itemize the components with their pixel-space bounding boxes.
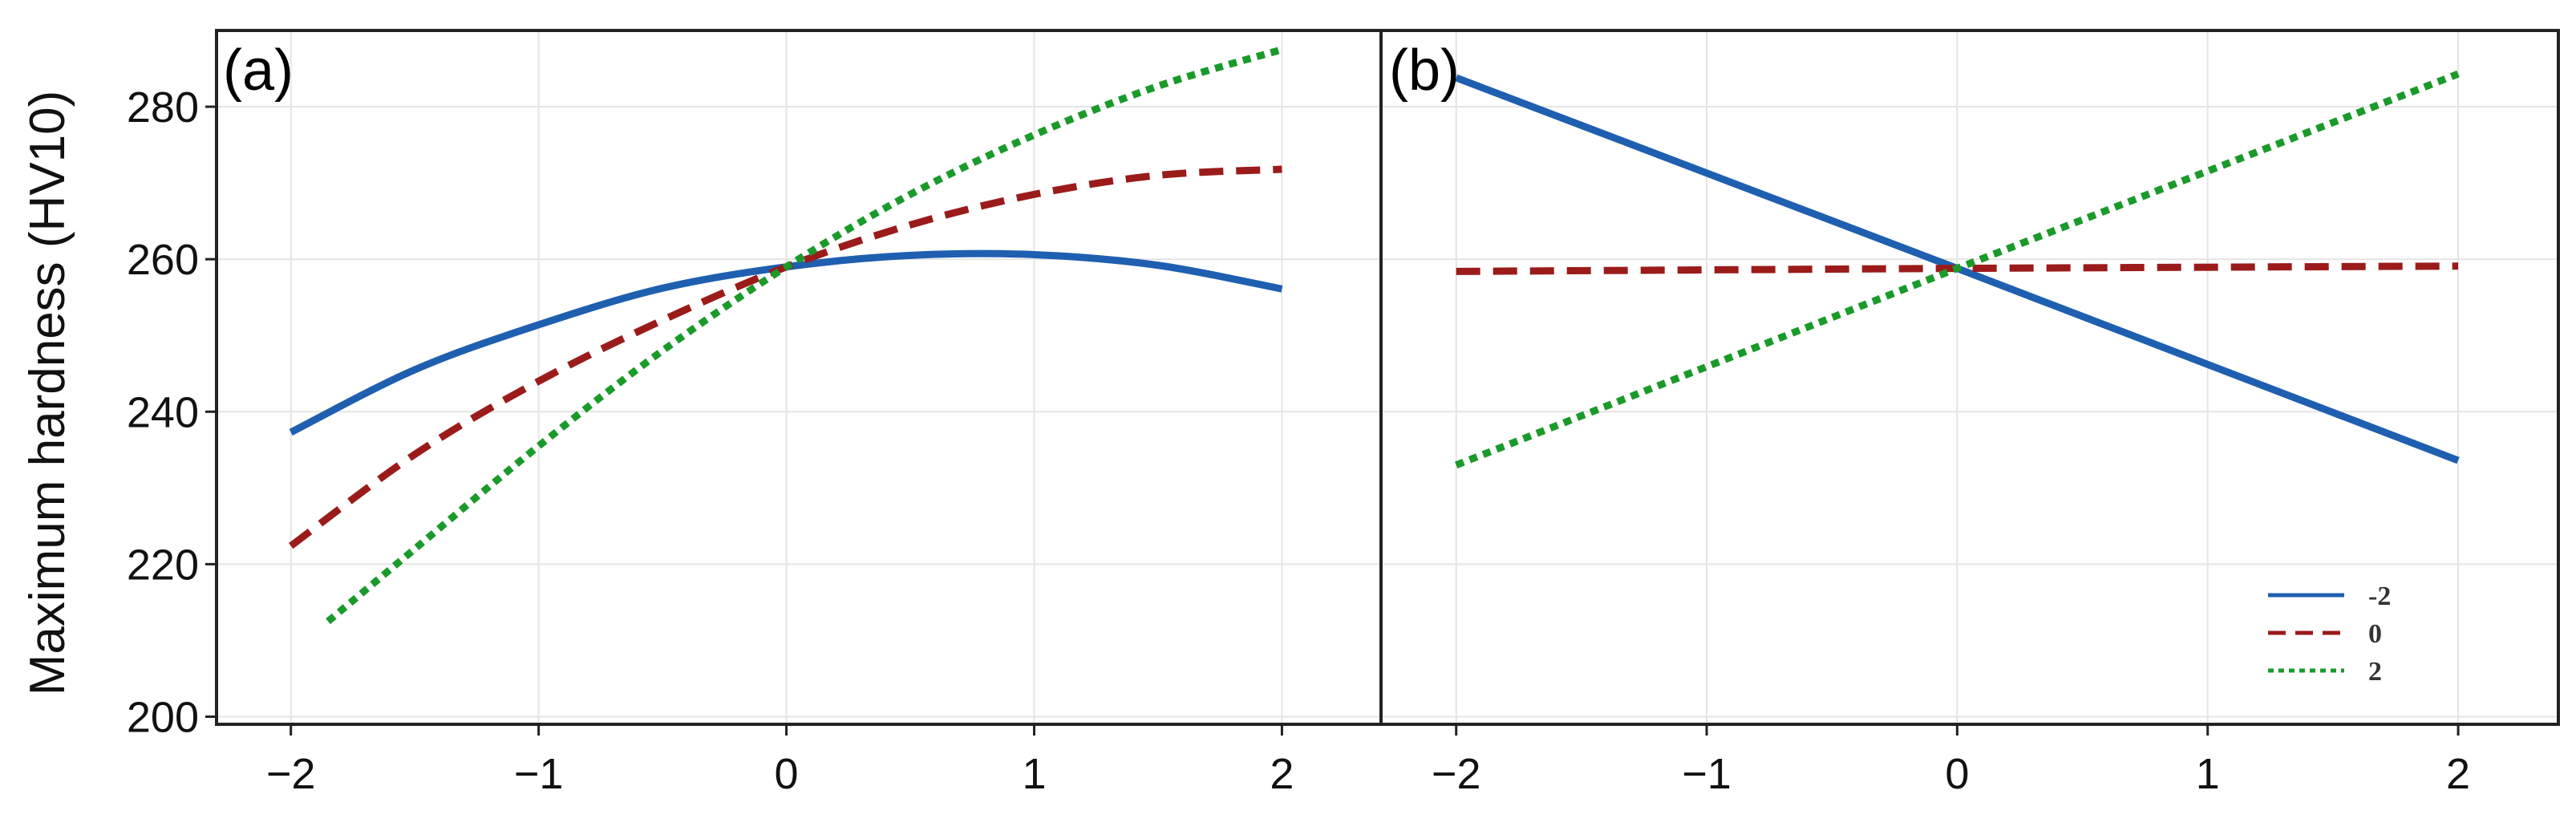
x-tick-label: −1 [514, 750, 564, 798]
x-tick-label: 0 [1945, 750, 1969, 798]
x-tick-label: −2 [1432, 750, 1481, 798]
legend-label: -2 [2368, 582, 2391, 611]
legend-label: 0 [2368, 619, 2382, 649]
y-tick-label: 240 [127, 388, 199, 436]
x-tick-label: 1 [1022, 750, 1046, 798]
series-line-dashed [289, 165, 1282, 549]
series-line-dotted [1455, 70, 2460, 469]
x-tick-label: 2 [1270, 750, 1294, 798]
series-line-dotted [326, 46, 1283, 625]
panel-label: (a) [223, 39, 294, 103]
y-tick-label: 200 [127, 693, 199, 741]
x-tick-label: 0 [775, 750, 799, 798]
x-tick-label: 1 [2196, 750, 2220, 798]
y-tick-label: 260 [127, 236, 199, 284]
panel-frame [1379, 29, 2560, 726]
panel-b: −2 −1 0 1 2 (b) -2 0 2 [1379, 29, 2560, 798]
y-tick-label: 220 [127, 541, 199, 589]
x-tick-label: −2 [266, 750, 316, 798]
x-tick-label: 2 [2446, 750, 2470, 798]
y-axis-label: Maximum hardness (HV10) [20, 91, 75, 696]
y-tick-label: 280 [127, 83, 199, 132]
panel-label: (b) [1389, 39, 1460, 103]
x-tick-label: −1 [1682, 750, 1732, 798]
legend-label: 2 [2368, 657, 2382, 687]
